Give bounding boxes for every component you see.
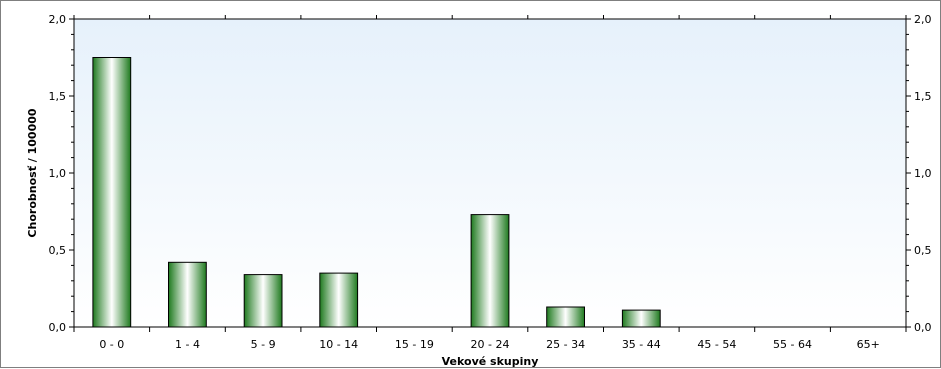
- x-tick-label-6: 25 - 34: [546, 338, 585, 351]
- x-tick-label-3: 10 - 14: [319, 338, 358, 351]
- y-tick-label-left-4: 2,0: [49, 13, 67, 26]
- bar-5: [470, 214, 510, 328]
- y-tick-label-right-0: 0,0: [914, 321, 932, 334]
- x-tick-label-10: 65+: [857, 338, 880, 351]
- y-tick-label-left-0: 0,0: [49, 321, 67, 334]
- axes-layer: 0 - 0 1 - 4 5 - 9 10 - 14 15 - 19 20 - 24 25 -…: [49, 13, 932, 351]
- y-axis-title: Chorobnosť / 100000: [26, 108, 39, 237]
- y-tick-label-right-3: 1,5: [914, 90, 932, 103]
- x-axis-title: Vekové skupiny: [442, 355, 539, 368]
- bar-7: [621, 309, 661, 328]
- x-tick-label-5: 20 - 24: [471, 338, 510, 351]
- bars-layer: [92, 57, 661, 328]
- x-tick-label-2: 5 - 9: [251, 338, 276, 351]
- bar-6: [546, 306, 586, 328]
- x-tick-label-9: 55 - 64: [773, 338, 812, 351]
- x-tick-label-0: 0 - 0: [99, 338, 124, 351]
- y-tick-label-right-2: 1,0: [914, 167, 932, 180]
- x-tick-label-4: 15 - 19: [395, 338, 434, 351]
- x-tick-label-8: 45 - 54: [697, 338, 736, 351]
- y-tick-label-left-2: 1,0: [49, 167, 67, 180]
- bar-2: [243, 274, 283, 328]
- x-tick-label-1: 1 - 4: [175, 338, 200, 351]
- y-tick-label-left-3: 1,5: [49, 90, 67, 103]
- bar-0: [92, 57, 132, 328]
- y-tick-label-left-1: 0,5: [49, 244, 67, 257]
- y-tick-label-right-4: 2,0: [914, 13, 932, 26]
- bar-1: [168, 261, 207, 328]
- bar-3: [319, 272, 359, 328]
- y-tick-label-right-1: 0,5: [914, 244, 932, 257]
- x-tick-label-7: 35 - 44: [622, 338, 661, 351]
